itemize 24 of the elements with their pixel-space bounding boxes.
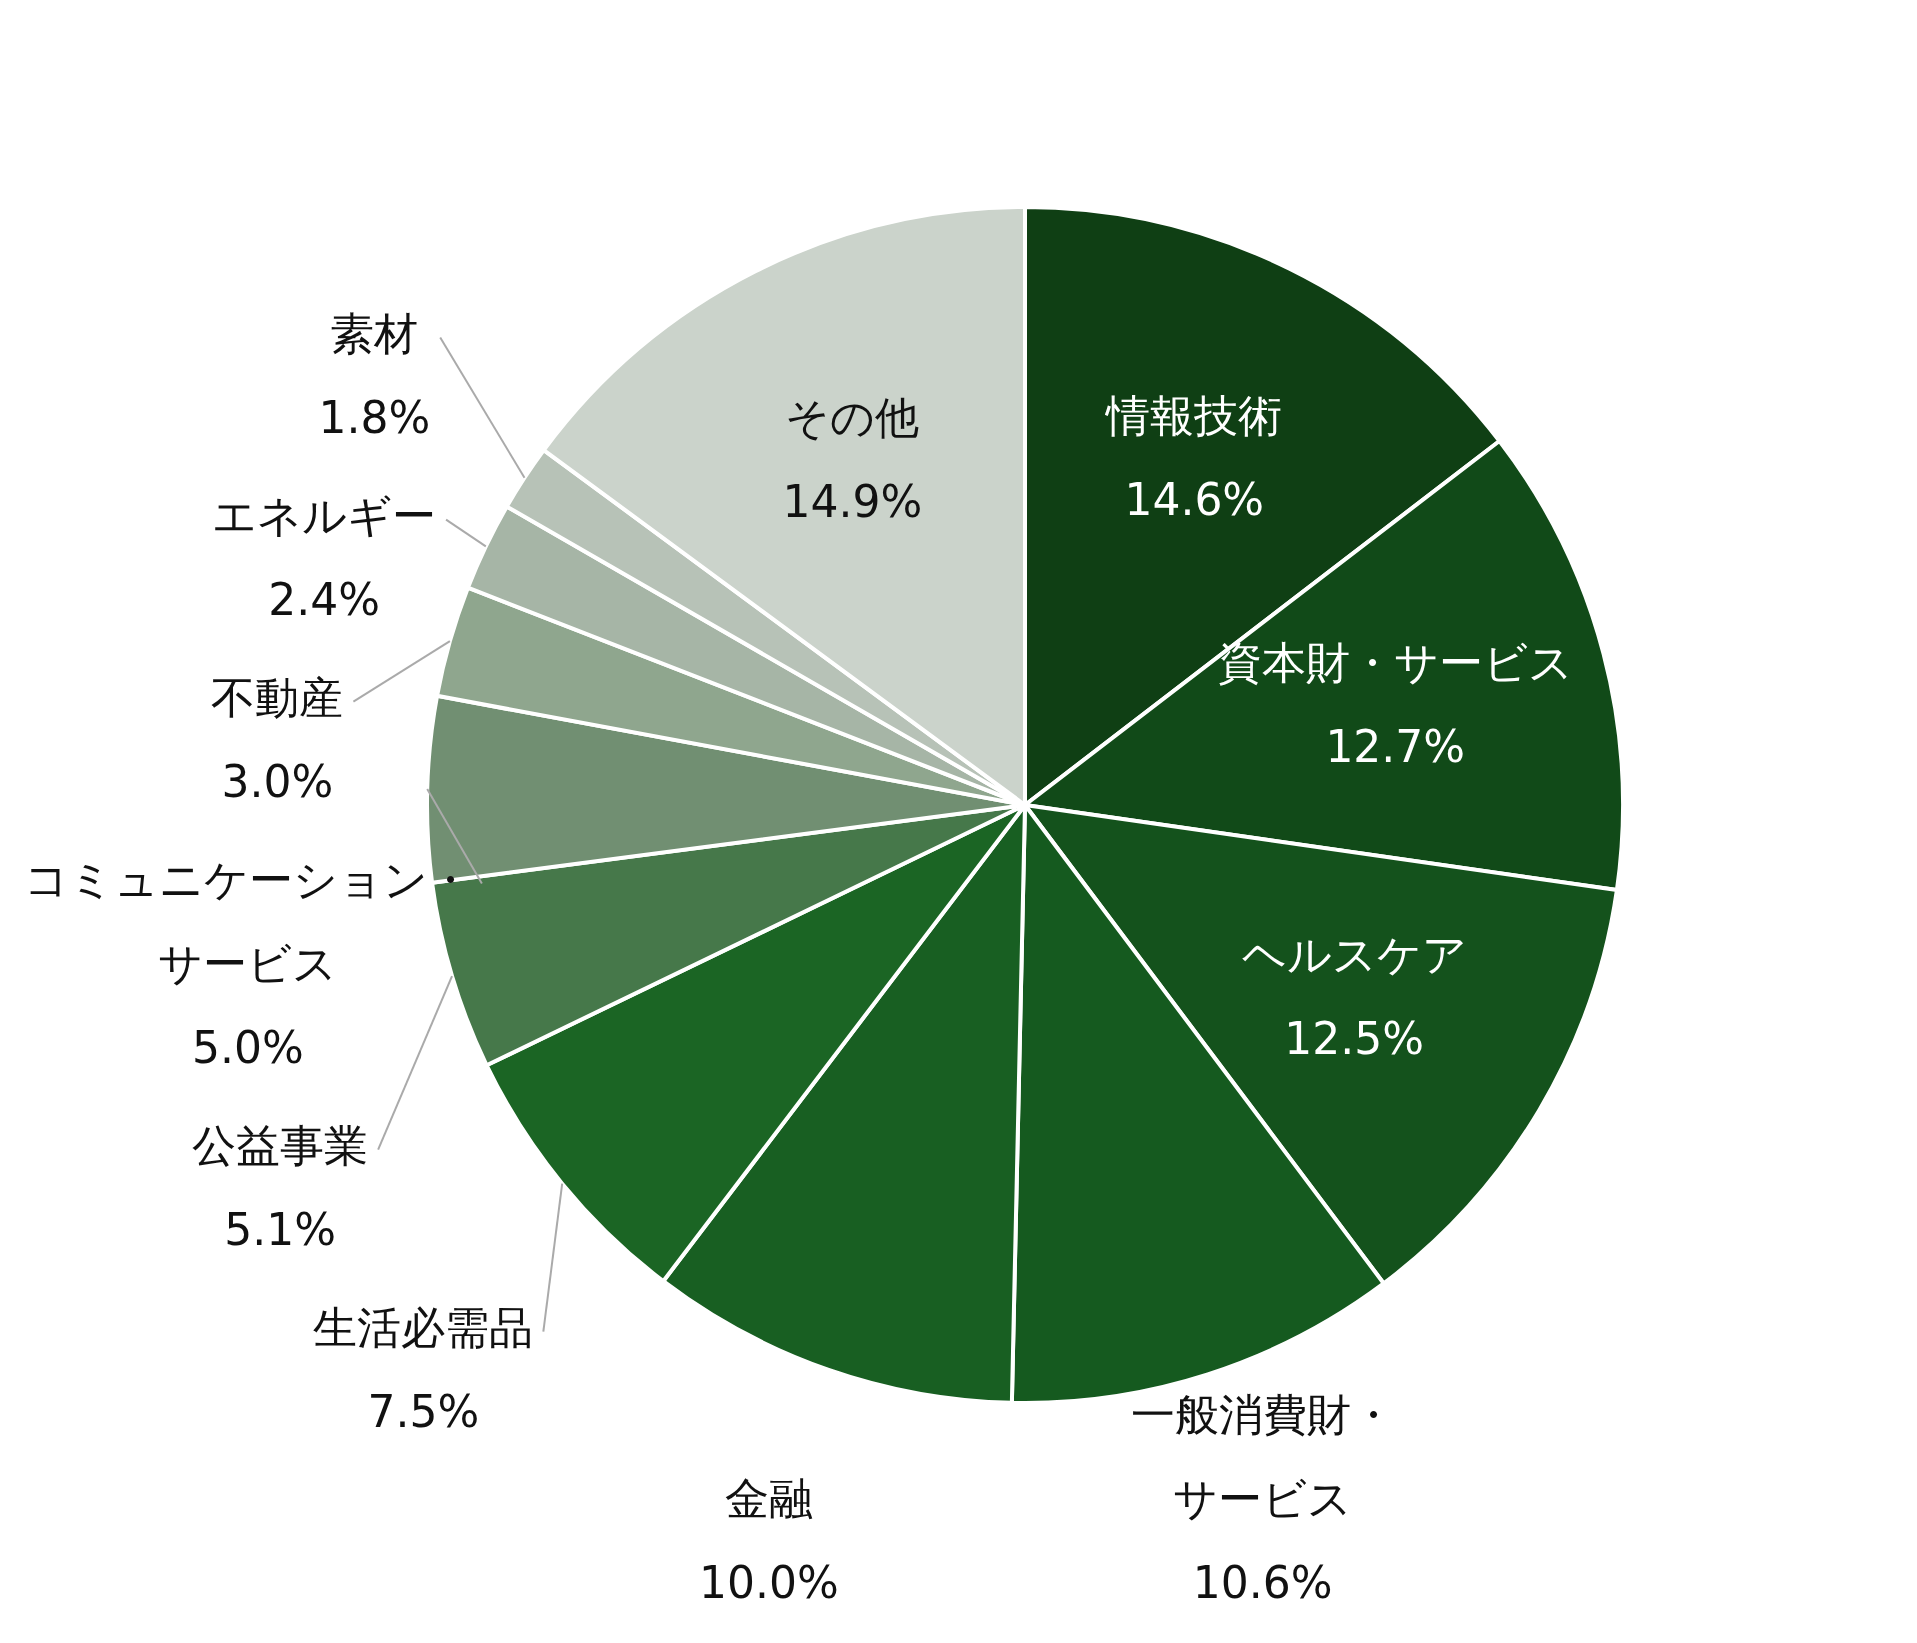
slice-label: 生活必需品 xyxy=(313,1302,534,1354)
slice-label: ヘルスケア xyxy=(1241,928,1467,980)
data-label: 12.5% xyxy=(1284,1012,1425,1064)
slice-label: 資本財・サービス xyxy=(1217,636,1573,688)
slice-label: 一般消費財・サービス xyxy=(1130,1389,1395,1525)
slice-label: コミュニケーション・サービス xyxy=(23,854,472,990)
slice-label: 不動産 xyxy=(211,672,344,724)
data-label: 7.5% xyxy=(367,1386,480,1438)
data-label: 14.9% xyxy=(782,475,923,527)
data-label: 12.7% xyxy=(1325,720,1466,772)
slice-label: 金融 xyxy=(724,1473,813,1525)
data-label: 1.8% xyxy=(318,392,431,444)
data-label: 5.0% xyxy=(191,1022,304,1074)
data-label: 14.6% xyxy=(1124,474,1265,526)
data-label: 2.4% xyxy=(268,574,380,626)
data-label: 10.6% xyxy=(1192,1557,1333,1609)
slice-label: エネルギー xyxy=(212,490,437,542)
data-label: 3.0% xyxy=(221,756,334,808)
data-label: 10.0% xyxy=(698,1557,839,1609)
data-label: 5.1% xyxy=(224,1204,337,1256)
slice-label: その他 xyxy=(785,391,920,443)
slice-label: 公益事業 xyxy=(192,1120,369,1172)
slice-label: 素材 xyxy=(330,308,419,360)
slice-label: 情報技術 xyxy=(1104,390,1283,442)
